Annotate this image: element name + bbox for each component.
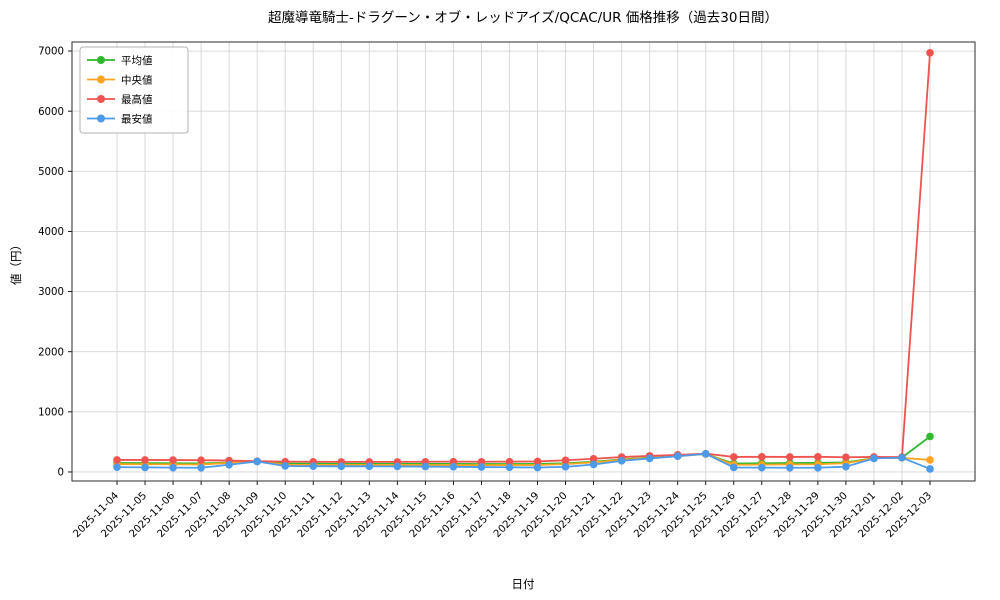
data-point: [589, 460, 598, 469]
data-point: [926, 456, 934, 464]
data-point: [589, 454, 598, 463]
data-point: [225, 460, 233, 469]
data-point: [169, 463, 177, 472]
data-point: [477, 463, 486, 471]
y-tick-label: 3000: [38, 287, 64, 298]
legend-label: 最安値: [121, 112, 153, 125]
legend-marker: [97, 56, 105, 64]
data-point: [673, 452, 682, 461]
legend-label: 平均値: [121, 54, 153, 67]
data-point: [197, 463, 205, 472]
data-point: [533, 463, 542, 472]
data-point: [757, 463, 766, 472]
data-point: [757, 453, 766, 461]
data-point: [113, 463, 121, 471]
data-point: [141, 456, 149, 464]
legend-marker: [97, 95, 105, 103]
data-point: [281, 462, 290, 470]
data-point: [365, 462, 374, 471]
data-point: [870, 454, 878, 463]
legend-marker: [97, 75, 105, 84]
data-point: [169, 456, 177, 464]
data-point: [729, 453, 738, 461]
data-point: [814, 463, 822, 472]
y-tick-label: 5000: [38, 167, 64, 178]
legend-label: 中央値: [121, 73, 153, 86]
y-tick-label: 7000: [38, 47, 64, 58]
legend-box: [79, 46, 189, 134]
data-point: [617, 457, 626, 465]
y-tick-label: 2000: [38, 347, 64, 358]
legend-label: 最高値: [121, 93, 153, 106]
data-point: [505, 457, 514, 466]
data-point: [309, 462, 318, 471]
legend-marker: [97, 114, 105, 123]
data-point: [141, 463, 149, 472]
data-point: [253, 457, 261, 466]
y-axis: 0 1000 2000 3000 4000 5000 6000 7000: [38, 47, 72, 479]
data-point: [842, 453, 850, 462]
data-point: [926, 49, 934, 57]
data-point: [421, 462, 430, 471]
y-tick-label: 6000: [38, 107, 64, 118]
data-point: [786, 453, 794, 461]
legend-entry-中央値: 中央値: [87, 73, 153, 86]
data-point: [197, 456, 205, 464]
data-point: [842, 462, 850, 471]
data-point: [898, 453, 906, 462]
data-point: [393, 462, 402, 471]
series-最安値: [113, 450, 934, 473]
y-tick-label: 4000: [38, 227, 64, 238]
legend-entry-最高値: 最高値: [87, 93, 153, 106]
data-point: [926, 465, 934, 473]
data-point: [533, 457, 542, 466]
data-point: [113, 456, 121, 464]
legend-entry-最安値: 最安値: [87, 112, 153, 125]
grid-lines: [72, 42, 975, 481]
data-point: [645, 454, 654, 463]
data-point: [505, 463, 514, 472]
data-point: [926, 432, 934, 441]
data-point: [477, 457, 486, 466]
data-point: [337, 462, 346, 471]
data-point: [561, 463, 570, 471]
y-axis-label: 値（円）: [9, 239, 23, 285]
y-tick-label: 1000: [38, 407, 64, 418]
plot-border: [71, 41, 976, 482]
x-axis-label: 日付: [512, 577, 535, 591]
plot-area: [72, 42, 975, 481]
legend-entry-平均値: 平均値: [87, 54, 153, 67]
data-point: [786, 463, 794, 472]
data-point: [701, 450, 710, 458]
data-point: [814, 453, 822, 461]
x-axis: 2025-11-042025-11-052025-11-062025-11-07…: [71, 481, 934, 540]
data-point: [561, 456, 570, 465]
data-point: [729, 463, 738, 472]
y-tick-label: 0: [58, 468, 64, 479]
data-point: [449, 463, 458, 471]
chart-title: 超魔導竜騎士-ドラグーン・オブ・レッドアイズ/QCAC/UR 価格推移（過去30…: [268, 9, 778, 26]
